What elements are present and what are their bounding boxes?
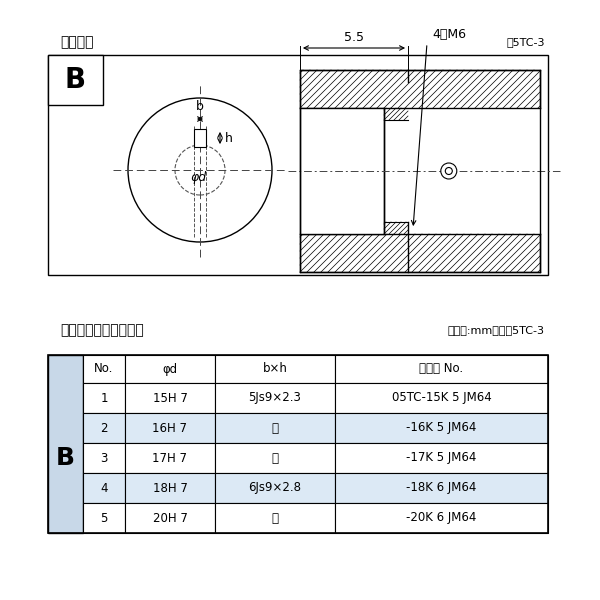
Bar [215,383,335,413]
Text: No.: No. [94,362,113,376]
Bar [83,413,125,443]
Bar [300,70,540,272]
Text: h: h [225,131,233,145]
Bar [48,55,548,275]
Bar [215,355,335,383]
Text: -18K 6 JM64: -18K 6 JM64 [406,481,476,494]
Text: （単位:mm）　表5TC-3: （単位:mm） 表5TC-3 [448,325,545,335]
Text: b: b [196,100,204,113]
Text: 4: 4 [100,481,108,494]
Text: 1: 1 [100,391,108,404]
Text: 05TC-15K 5 JM64: 05TC-15K 5 JM64 [392,391,491,404]
Text: B: B [56,446,75,470]
Bar [125,383,215,413]
Text: 6Js9×2.8: 6Js9×2.8 [248,481,302,494]
Text: 17H 7: 17H 7 [152,451,187,464]
Bar [83,503,125,533]
Text: φd: φd [190,172,206,185]
Bar [125,443,215,473]
Bar [335,355,548,383]
Text: 「: 「 [271,451,278,464]
Circle shape [175,145,225,195]
Bar [83,383,125,413]
Text: 図5TC-3: 図5TC-3 [506,37,545,47]
Text: -16K 5 JM64: -16K 5 JM64 [406,421,476,434]
Text: 2: 2 [100,421,108,434]
Text: 5: 5 [100,511,107,524]
Text: 5.5: 5.5 [344,31,364,44]
Bar [335,413,548,443]
Text: -20K 6 JM64: -20K 6 JM64 [406,511,476,524]
Bar [125,355,215,383]
Bar [83,355,125,383]
Text: 「: 「 [271,421,278,434]
Text: 5Js9×2.3: 5Js9×2.3 [248,391,301,404]
Text: 軸穴形状: 軸穴形状 [60,35,94,49]
Bar [215,503,335,533]
Text: B: B [65,66,86,94]
Bar [48,355,83,533]
Bar [215,473,335,503]
Bar [215,413,335,443]
Circle shape [445,167,452,175]
Bar [335,383,548,413]
Text: φd: φd [163,362,178,376]
Bar [83,443,125,473]
Bar [335,443,548,473]
Bar [125,503,215,533]
Bar [48,355,548,533]
Bar [300,108,384,234]
Bar [125,473,215,503]
Text: 軸穴形状コード一覧表: 軸穴形状コード一覧表 [60,323,144,337]
Circle shape [128,98,272,242]
Bar [194,129,206,147]
Text: -17K 5 JM64: -17K 5 JM64 [406,451,476,464]
Text: 16H 7: 16H 7 [152,421,187,434]
Text: b×h: b×h [263,362,287,376]
Text: 「: 「 [271,511,278,524]
Text: コード No.: コード No. [419,362,464,376]
Bar [48,55,103,105]
Bar [83,473,125,503]
Bar [125,413,215,443]
Bar [215,443,335,473]
Text: 20H 7: 20H 7 [152,511,187,524]
Text: 3: 3 [100,451,107,464]
Bar [335,473,548,503]
Text: 4－M6: 4－M6 [432,28,466,41]
Bar [335,503,548,533]
Circle shape [441,163,457,179]
Text: 15H 7: 15H 7 [152,391,187,404]
Text: 18H 7: 18H 7 [152,481,187,494]
